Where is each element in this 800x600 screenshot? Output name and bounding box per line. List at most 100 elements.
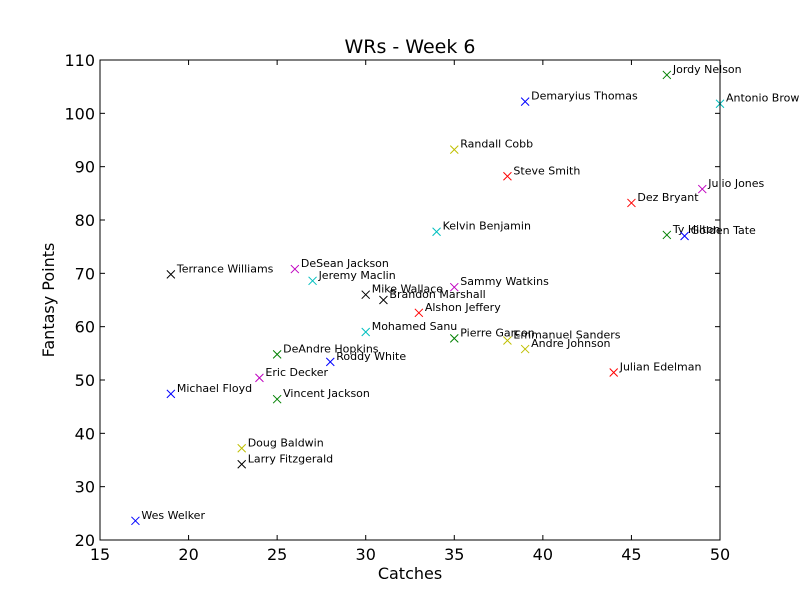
data-point bbox=[520, 97, 530, 106]
x-marker bbox=[290, 264, 300, 274]
point-label: Doug Baldwin bbox=[248, 436, 324, 449]
x-marker bbox=[131, 516, 140, 526]
x-marker bbox=[432, 227, 441, 237]
x-tick-label: 50 bbox=[710, 545, 730, 564]
data-point bbox=[662, 70, 672, 80]
y-tick-label: 80 bbox=[75, 211, 95, 230]
data-point bbox=[272, 394, 282, 404]
point-label: Jordy Nelson bbox=[672, 63, 742, 76]
point-label: Golden Tate bbox=[691, 224, 756, 237]
x-marker bbox=[503, 336, 512, 345]
data-point bbox=[308, 276, 317, 286]
point-label: Andre Johnson bbox=[531, 337, 610, 350]
y-tick-label: 40 bbox=[75, 424, 95, 443]
data-point bbox=[609, 368, 619, 377]
y-tick-label: 90 bbox=[75, 158, 95, 177]
data-point bbox=[627, 198, 636, 208]
x-tick-label: 45 bbox=[621, 545, 641, 564]
data-point bbox=[432, 227, 441, 237]
x-marker bbox=[520, 97, 530, 106]
x-marker bbox=[449, 282, 459, 292]
data-point bbox=[379, 295, 388, 305]
x-marker bbox=[272, 394, 282, 404]
x-marker bbox=[503, 171, 512, 181]
x-marker bbox=[361, 290, 371, 300]
x-marker bbox=[520, 344, 530, 354]
data-point bbox=[520, 344, 530, 354]
data-point bbox=[255, 373, 264, 383]
data-point bbox=[237, 459, 247, 469]
point-label: Eric Decker bbox=[265, 366, 328, 379]
x-marker bbox=[237, 459, 247, 469]
x-marker bbox=[237, 443, 247, 453]
point-label: Dez Bryant bbox=[637, 191, 699, 204]
point-label: Steve Smith bbox=[513, 164, 580, 177]
x-marker bbox=[697, 184, 707, 194]
x-marker bbox=[255, 373, 264, 383]
data-point bbox=[361, 290, 371, 300]
x-marker bbox=[414, 308, 424, 318]
point-label: Mohamed Sanu bbox=[372, 320, 458, 333]
x-tick-label: 25 bbox=[267, 545, 287, 564]
point-label: Ty Hilton bbox=[672, 223, 720, 236]
x-tick-label: 40 bbox=[533, 545, 553, 564]
x-axis-title: Catches bbox=[378, 564, 442, 583]
data-point bbox=[662, 230, 672, 240]
point-label: Alshon Jeffery bbox=[425, 301, 501, 314]
data-point bbox=[503, 171, 512, 181]
data-point bbox=[166, 270, 176, 279]
x-marker bbox=[609, 368, 619, 377]
x-marker bbox=[627, 198, 636, 208]
y-axis-title: Fantasy Points bbox=[39, 243, 58, 358]
point-label: Terrance Williams bbox=[176, 262, 274, 275]
x-marker bbox=[449, 334, 459, 343]
point-label: Sammy Watkins bbox=[460, 275, 549, 288]
x-marker bbox=[308, 276, 317, 286]
data-point bbox=[449, 145, 459, 154]
point-label: Michael Floyd bbox=[177, 382, 252, 395]
x-marker bbox=[662, 230, 672, 240]
point-label: DeSean Jackson bbox=[301, 257, 389, 270]
data-point bbox=[290, 264, 300, 274]
data-point bbox=[361, 327, 371, 337]
data-point bbox=[503, 336, 512, 345]
data-point bbox=[237, 443, 247, 453]
x-tick-label: 15 bbox=[90, 545, 110, 564]
point-label: Emmanuel Sanders bbox=[513, 329, 620, 342]
data-point bbox=[414, 308, 424, 318]
x-marker bbox=[166, 270, 176, 279]
points-layer: Jordy Nelson Antonio Brown Demaryius Thoma… bbox=[131, 63, 800, 526]
y-tick-label: 20 bbox=[75, 531, 95, 550]
data-point bbox=[697, 184, 707, 194]
y-tick-label: 50 bbox=[75, 371, 95, 390]
x-marker bbox=[662, 70, 672, 80]
x-marker bbox=[166, 389, 176, 399]
point-label: Randall Cobb bbox=[460, 138, 533, 151]
x-marker bbox=[272, 350, 282, 359]
x-marker bbox=[379, 295, 388, 305]
point-label: Roddy White bbox=[336, 350, 406, 363]
data-point bbox=[131, 516, 140, 526]
y-tick-label: 30 bbox=[75, 478, 95, 497]
point-label: Larry Fitzgerald bbox=[248, 452, 333, 465]
x-tick-label: 30 bbox=[356, 545, 376, 564]
point-label: Demaryius Thomas bbox=[531, 90, 638, 103]
point-label: Mike Wallace bbox=[372, 283, 444, 296]
y-tick-label: 100 bbox=[64, 104, 95, 123]
point-label: Julian Edelman bbox=[619, 361, 702, 374]
chart-title: WRs - Week 6 bbox=[344, 36, 475, 58]
point-label: Vincent Jackson bbox=[283, 387, 370, 400]
y-tick-label: 60 bbox=[75, 318, 95, 337]
x-marker bbox=[361, 327, 371, 337]
data-point bbox=[166, 389, 176, 399]
y-tick-label: 110 bbox=[64, 51, 95, 70]
point-label: Jeremy Maclin bbox=[318, 269, 396, 282]
point-label: Antonio Brown bbox=[726, 92, 800, 105]
data-point bbox=[680, 231, 689, 241]
point-label: Julio Jones bbox=[707, 177, 764, 190]
point-label: Brandon Marshall bbox=[389, 288, 485, 301]
data-point bbox=[449, 282, 459, 292]
y-tick-label: 70 bbox=[75, 264, 95, 283]
point-label: Kelvin Benjamin bbox=[443, 220, 531, 233]
